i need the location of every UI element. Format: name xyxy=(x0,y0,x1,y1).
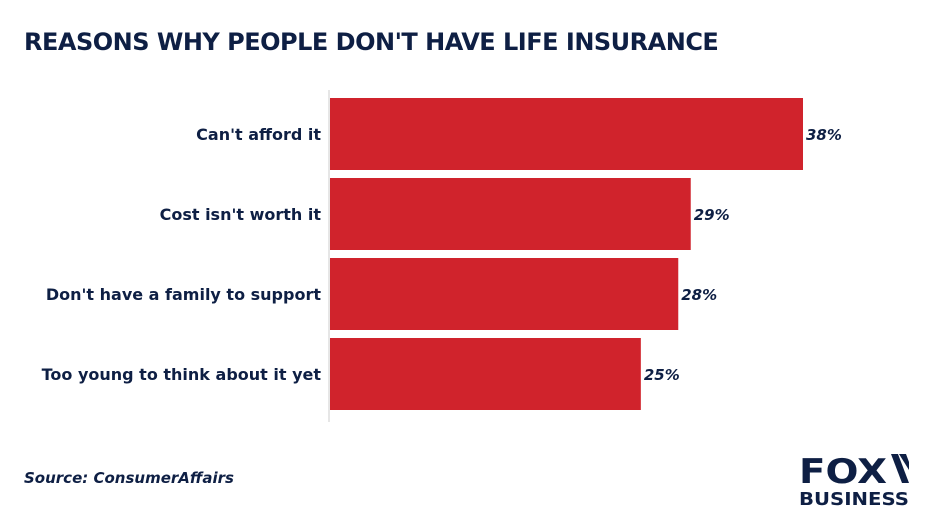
value-label: 28% xyxy=(681,286,717,304)
value-label: 25% xyxy=(644,366,680,384)
bar xyxy=(330,258,679,330)
chart-title: REASONS WHY PEOPLE DON'T HAVE LIFE INSUR… xyxy=(24,28,719,56)
bar xyxy=(330,98,803,170)
logo-business-text: BUSINESS xyxy=(799,489,909,508)
bar xyxy=(330,178,691,250)
bar xyxy=(330,338,641,410)
logo-stripe-icon xyxy=(891,454,909,483)
source-note: Source: ConsumerAffairs xyxy=(24,469,234,487)
fox-business-logo: FOX BUSINESS xyxy=(799,452,909,508)
category-label: Can't afford it xyxy=(196,125,321,144)
logo-stripe-icon xyxy=(899,454,909,470)
value-label: 29% xyxy=(694,206,730,224)
logo-fox-text: FOX xyxy=(799,452,887,492)
category-label: Cost isn't worth it xyxy=(160,205,322,224)
category-label: Don't have a family to support xyxy=(46,285,322,304)
value-label: 38% xyxy=(806,126,842,144)
category-label: Too young to think about it yet xyxy=(42,365,322,384)
